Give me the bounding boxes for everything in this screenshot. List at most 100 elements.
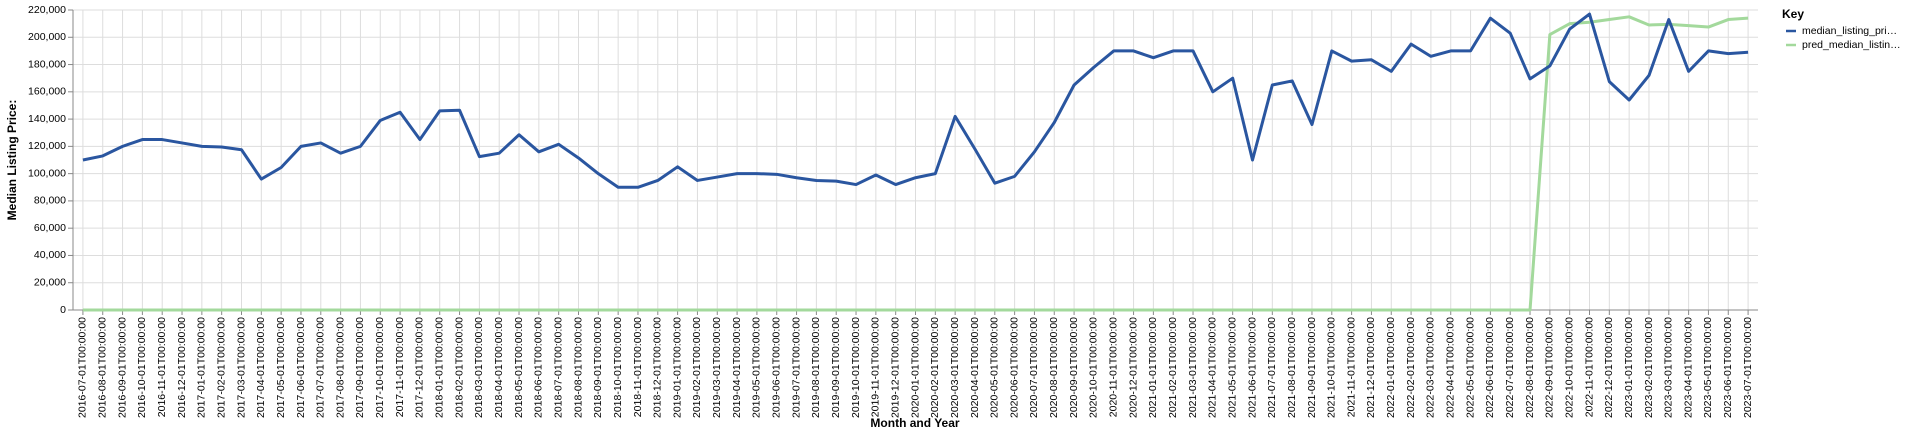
x-tick-label: 2020-01-01T00:00:00 xyxy=(909,317,921,418)
x-tick-label: 2020-05-01T00:00:00 xyxy=(989,317,1001,418)
x-tick-label: 2017-09-01T00:00:00 xyxy=(354,317,366,418)
x-tick-label: 2023-07-01T00:00:00 xyxy=(1742,317,1754,418)
series-line xyxy=(82,15,1749,312)
y-tick-label: 220,000 xyxy=(28,4,66,16)
x-tick-label: 2020-07-01T00:00:00 xyxy=(1028,317,1040,418)
x-tick-label: 2017-03-01T00:00:00 xyxy=(235,317,247,418)
x-tick-label: 2020-06-01T00:00:00 xyxy=(1008,317,1020,418)
y-axis-title: Median Listing Price: xyxy=(5,100,19,221)
x-tick-label: 2019-02-01T00:00:00 xyxy=(691,317,703,418)
x-tick-label: 2016-08-01T00:00:00 xyxy=(97,317,109,418)
x-tick-label: 2021-02-01T00:00:00 xyxy=(1167,317,1179,418)
x-tick-label: 2019-07-01T00:00:00 xyxy=(790,317,802,418)
x-tick-label: 2017-11-01T00:00:00 xyxy=(394,317,406,417)
x-tick-label: 2017-04-01T00:00:00 xyxy=(255,317,267,418)
x-tick-label: 2023-04-01T00:00:00 xyxy=(1682,317,1694,418)
x-tick-label: 2021-05-01T00:00:00 xyxy=(1226,317,1238,418)
x-tick-label: 2017-12-01T00:00:00 xyxy=(414,317,426,418)
x-tick-label: 2023-03-01T00:00:00 xyxy=(1663,317,1675,418)
x-tick-label: 2018-12-01T00:00:00 xyxy=(652,317,664,418)
x-tick-label: 2017-02-01T00:00:00 xyxy=(215,317,227,418)
x-tick-label: 2019-01-01T00:00:00 xyxy=(671,317,683,418)
x-tick-label: 2020-10-01T00:00:00 xyxy=(1088,317,1100,418)
x-tick-label: 2021-11-01T00:00:00 xyxy=(1345,317,1357,417)
x-tick-label: 2019-10-01T00:00:00 xyxy=(850,317,862,418)
x-tick-label: 2017-01-01T00:00:00 xyxy=(196,317,208,418)
x-tick-label: 2018-11-01T00:00:00 xyxy=(632,317,644,417)
x-tick-label: 2016-07-01T00:00:00 xyxy=(77,317,89,418)
y-tick-label: 140,000 xyxy=(28,113,66,125)
legend-title: Key xyxy=(1782,7,1804,21)
x-tick-label: 2022-12-01T00:00:00 xyxy=(1603,317,1615,418)
x-tick-label: 2022-11-01T00:00:00 xyxy=(1583,317,1595,417)
x-tick-label: 2019-05-01T00:00:00 xyxy=(751,317,763,418)
y-tick-label: 120,000 xyxy=(28,140,66,152)
x-tick-label: 2022-09-01T00:00:00 xyxy=(1544,317,1556,418)
x-tick-label: 2021-03-01T00:00:00 xyxy=(1187,317,1199,418)
x-tick-label: 2017-08-01T00:00:00 xyxy=(334,317,346,418)
x-tick-label: 2019-08-01T00:00:00 xyxy=(810,317,822,418)
x-tick-label: 2017-10-01T00:00:00 xyxy=(374,317,386,418)
x-tick-label: 2018-10-01T00:00:00 xyxy=(612,317,624,418)
x-tick-label: 2018-01-01T00:00:00 xyxy=(434,317,446,418)
legend-label: pred_median_listin… xyxy=(1802,39,1901,51)
x-tick-label: 2023-02-01T00:00:00 xyxy=(1643,317,1655,418)
y-tick-label: 80,000 xyxy=(34,195,66,207)
x-tick-label: 2022-06-01T00:00:00 xyxy=(1484,317,1496,418)
x-tick-label: 2021-06-01T00:00:00 xyxy=(1246,317,1258,418)
x-tick-label: 2022-04-01T00:00:00 xyxy=(1445,317,1457,418)
x-tick-label: 2019-04-01T00:00:00 xyxy=(731,317,743,418)
x-tick-label: 2018-09-01T00:00:00 xyxy=(592,317,604,418)
x-tick-label: 2018-08-01T00:00:00 xyxy=(572,317,584,418)
x-tick-label: 2016-10-01T00:00:00 xyxy=(136,317,148,418)
x-tick-label: 2018-04-01T00:00:00 xyxy=(493,317,505,418)
x-tick-label: 2020-09-01T00:00:00 xyxy=(1068,317,1080,418)
x-tick-label: 2021-01-01T00:00:00 xyxy=(1147,317,1159,418)
x-tick-label: 2020-08-01T00:00:00 xyxy=(1048,317,1060,418)
x-tick-label: 2022-05-01T00:00:00 xyxy=(1464,317,1476,418)
x-tick-label: 2023-05-01T00:00:00 xyxy=(1702,317,1714,418)
x-tick-label: 2020-12-01T00:00:00 xyxy=(1127,317,1139,418)
y-tick-label: 40,000 xyxy=(34,249,66,261)
x-tick-label: 2021-08-01T00:00:00 xyxy=(1286,317,1298,418)
x-tick-label: 2019-03-01T00:00:00 xyxy=(711,317,723,418)
x-tick-label: 2016-09-01T00:00:00 xyxy=(116,317,128,418)
x-tick-label: 2020-11-01T00:00:00 xyxy=(1108,317,1120,417)
x-axis-title: Month and Year xyxy=(870,416,959,430)
x-tick-label: 2018-06-01T00:00:00 xyxy=(533,317,545,418)
x-tick-label: 2023-01-01T00:00:00 xyxy=(1623,317,1635,418)
x-tick-label: 2022-10-01T00:00:00 xyxy=(1563,317,1575,418)
x-tick-label: 2022-01-01T00:00:00 xyxy=(1385,317,1397,418)
legend-label: median_listing_pri… xyxy=(1802,25,1897,37)
x-tick-label: 2022-03-01T00:00:00 xyxy=(1425,317,1437,418)
series-line xyxy=(82,12,1749,189)
x-tick-label: 2022-08-01T00:00:00 xyxy=(1524,317,1536,418)
x-tick-label: 2019-06-01T00:00:00 xyxy=(771,317,783,418)
x-tick-label: 2018-03-01T00:00:00 xyxy=(473,317,485,418)
y-tick-label: 0 xyxy=(60,304,66,316)
x-tick-label: 2021-07-01T00:00:00 xyxy=(1266,317,1278,418)
x-tick-label: 2021-10-01T00:00:00 xyxy=(1326,317,1338,418)
x-tick-label: 2020-04-01T00:00:00 xyxy=(969,317,981,418)
x-tick-label: 2019-11-01T00:00:00 xyxy=(870,317,882,417)
y-tick-label: 200,000 xyxy=(28,31,66,43)
x-tick-label: 2017-05-01T00:00:00 xyxy=(275,317,287,418)
x-tick-label: 2018-05-01T00:00:00 xyxy=(513,317,525,418)
x-tick-label: 2022-02-01T00:00:00 xyxy=(1405,317,1417,418)
x-tick-label: 2022-07-01T00:00:00 xyxy=(1504,317,1516,418)
x-tick-label: 2018-07-01T00:00:00 xyxy=(552,317,564,418)
x-tick-label: 2018-02-01T00:00:00 xyxy=(453,317,465,418)
y-tick-label: 60,000 xyxy=(34,222,66,234)
x-tick-label: 2021-09-01T00:00:00 xyxy=(1306,317,1318,418)
x-tick-label: 2021-04-01T00:00:00 xyxy=(1207,317,1219,418)
x-tick-label: 2021-12-01T00:00:00 xyxy=(1365,317,1377,418)
y-tick-label: 20,000 xyxy=(34,277,66,289)
x-tick-label: 2016-11-01T00:00:00 xyxy=(156,317,168,417)
x-tick-label: 2017-07-01T00:00:00 xyxy=(315,317,327,418)
x-tick-label: 2019-09-01T00:00:00 xyxy=(830,317,842,418)
x-tick-label: 2020-03-01T00:00:00 xyxy=(949,317,961,418)
x-tick-label: 2017-06-01T00:00:00 xyxy=(295,317,307,418)
x-tick-label: 2016-12-01T00:00:00 xyxy=(176,317,188,418)
y-tick-label: 160,000 xyxy=(28,86,66,98)
